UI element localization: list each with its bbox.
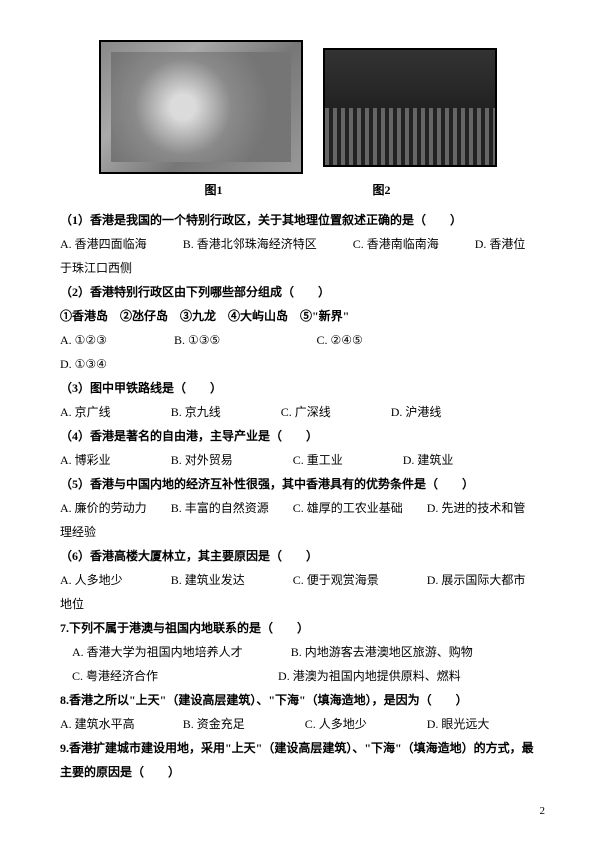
q3-c: C. 广深线 bbox=[281, 405, 331, 419]
q2-d: D. ①③④ bbox=[60, 352, 535, 376]
q5-a: A. 廉价的劳动力 bbox=[60, 501, 147, 515]
q2-a: A. ①②③ bbox=[60, 328, 174, 352]
q9-stem: 9.香港扩建城市建设用地，采用"上天"（建设高层建筑）、"下海"（填海造地）的方… bbox=[60, 736, 535, 784]
q3-a: A. 京广线 bbox=[60, 405, 111, 419]
figure-2-photo bbox=[323, 48, 497, 167]
q6-b: B. 建筑业发达 bbox=[171, 573, 245, 587]
q2-items: ①香港岛 ②氹仔岛 ③九龙 ④大屿山岛 ⑤"新界" bbox=[60, 304, 535, 328]
q6-c: C. 便于观赏海景 bbox=[293, 573, 379, 587]
q7-stem: 7.下列不属于港澳与祖国内地联系的是（ ） bbox=[60, 616, 535, 640]
fig2-label: 图2 bbox=[373, 178, 391, 202]
q8-c: C. 人多地少 bbox=[305, 717, 367, 731]
q1-stem: （1）香港是我国的一个特别行政区，关于其地理位置叙述正确的是（ ） bbox=[60, 208, 535, 232]
q4-b: B. 对外贸易 bbox=[171, 453, 233, 467]
q3-stem: （3）图中甲铁路线是（ ） bbox=[60, 376, 535, 400]
q8-stem: 8.香港之所以"上天"（建设高层建筑）、"下海"（填海造地），是因为（ ） bbox=[60, 688, 535, 712]
q7-b: B. 内地游客去港澳地区旅游、购物 bbox=[291, 645, 473, 659]
q7-a: A. 香港大学为祖国内地培养人才 bbox=[72, 645, 243, 659]
q2-b: B. ①③⑤ bbox=[174, 328, 317, 352]
q7-d: D. 港澳为祖国内地提供原料、燃料 bbox=[278, 669, 461, 683]
q1-b: B. 香港北邻珠海经济特区 bbox=[183, 237, 317, 251]
q5-b: B. 丰富的自然资源 bbox=[171, 501, 269, 515]
fig1-label: 图1 bbox=[204, 178, 222, 202]
q2-stem: （2）香港特别行政区由下列哪些部分组成（ ） bbox=[60, 280, 535, 304]
q5-c: C. 雄厚的工农业基础 bbox=[293, 501, 403, 515]
q6-a: A. 人多地少 bbox=[60, 573, 123, 587]
q3-b: B. 京九线 bbox=[171, 405, 221, 419]
q4-a: A. 博彩业 bbox=[60, 453, 111, 467]
q3-d: D. 沪港线 bbox=[391, 405, 442, 419]
q6-stem: （6）香港高楼大厦林立，其主要原因是（ ） bbox=[60, 544, 535, 568]
q1-c: C. 香港南临南海 bbox=[353, 237, 439, 251]
q4-d: D. 建筑业 bbox=[403, 453, 454, 467]
q8-a: A. 建筑水平高 bbox=[60, 717, 135, 731]
page-number: 2 bbox=[540, 800, 546, 822]
q4-c: C. 重工业 bbox=[293, 453, 343, 467]
q8-b: B. 资金充足 bbox=[183, 717, 245, 731]
q7-c: C. 粤港经济合作 bbox=[72, 669, 158, 683]
q2-c: C. ②④⑤ bbox=[317, 328, 441, 352]
q4-stem: （4）香港是著名的自由港，主导产业是（ ） bbox=[60, 424, 535, 448]
q1-a: A. 香港四面临海 bbox=[60, 237, 147, 251]
figure-1-map bbox=[99, 40, 303, 174]
q8-d: D. 眼光远大 bbox=[427, 717, 490, 731]
q5-stem: （5）香港与中国内地的经济互补性很强，其中香港具有的优势条件是（ ） bbox=[60, 472, 535, 496]
